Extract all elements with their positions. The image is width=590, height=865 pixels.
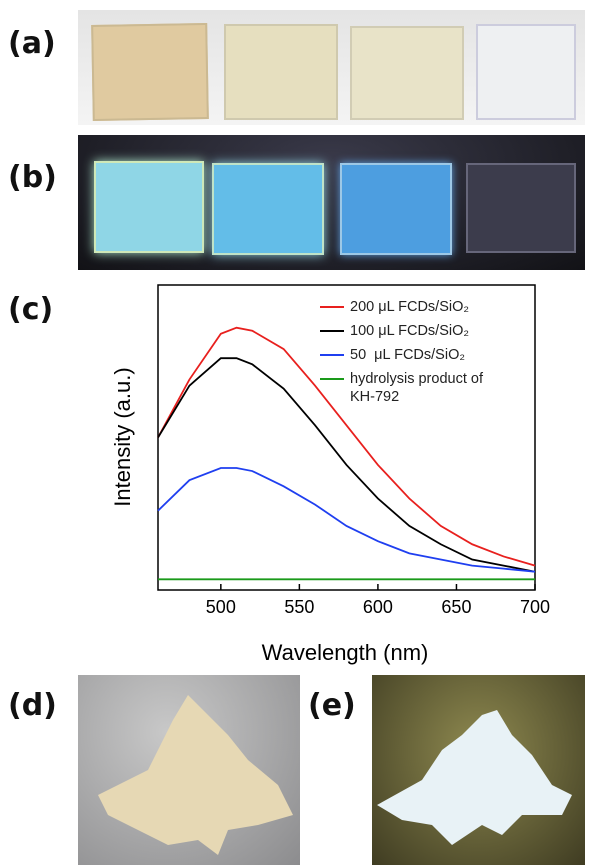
photo-d <box>78 675 300 865</box>
panel-label: (d) <box>8 688 57 723</box>
panel-label: (e) <box>308 688 356 723</box>
page: (a) (b) (c) (d) (e) Intensity (a.u.) Wav… <box>0 0 590 865</box>
legend-entry: 100 μL FCDs/SiO₂ <box>350 322 530 340</box>
legend-entry: 200 μL FCDs/SiO₂ <box>350 298 530 316</box>
legend: 200 μL FCDs/SiO₂ 100 μL FCDs/SiO₂ 50 μL FC… <box>350 298 530 412</box>
powder <box>372 675 585 865</box>
x-tick-label: 700 <box>520 597 550 617</box>
photo-e <box>372 675 585 865</box>
legend-entry: hydrolysis product of KH-792 <box>350 370 530 406</box>
x-tick-label: 600 <box>363 597 393 617</box>
x-tick-label: 500 <box>206 597 236 617</box>
legend-label: 200 μL FCDs/SiO₂ <box>350 298 500 316</box>
legend-swatch <box>320 378 344 380</box>
legend-entry: 50 μL FCDs/SiO₂ <box>350 346 530 364</box>
legend-label: 50 μL FCDs/SiO₂ <box>350 346 500 364</box>
legend-swatch <box>320 306 344 308</box>
legend-swatch <box>320 354 344 356</box>
x-tick-label: 650 <box>441 597 471 617</box>
x-tick-label: 550 <box>284 597 314 617</box>
legend-label: 100 μL FCDs/SiO₂ <box>350 322 500 340</box>
legend-swatch <box>320 330 344 332</box>
powder <box>78 675 300 865</box>
legend-label: hydrolysis product of KH-792 <box>350 370 500 406</box>
x-axis-label: Wavelength (nm) <box>262 640 429 665</box>
line-series <box>158 468 535 572</box>
y-axis-label: Intensity (a.u.) <box>110 367 135 506</box>
